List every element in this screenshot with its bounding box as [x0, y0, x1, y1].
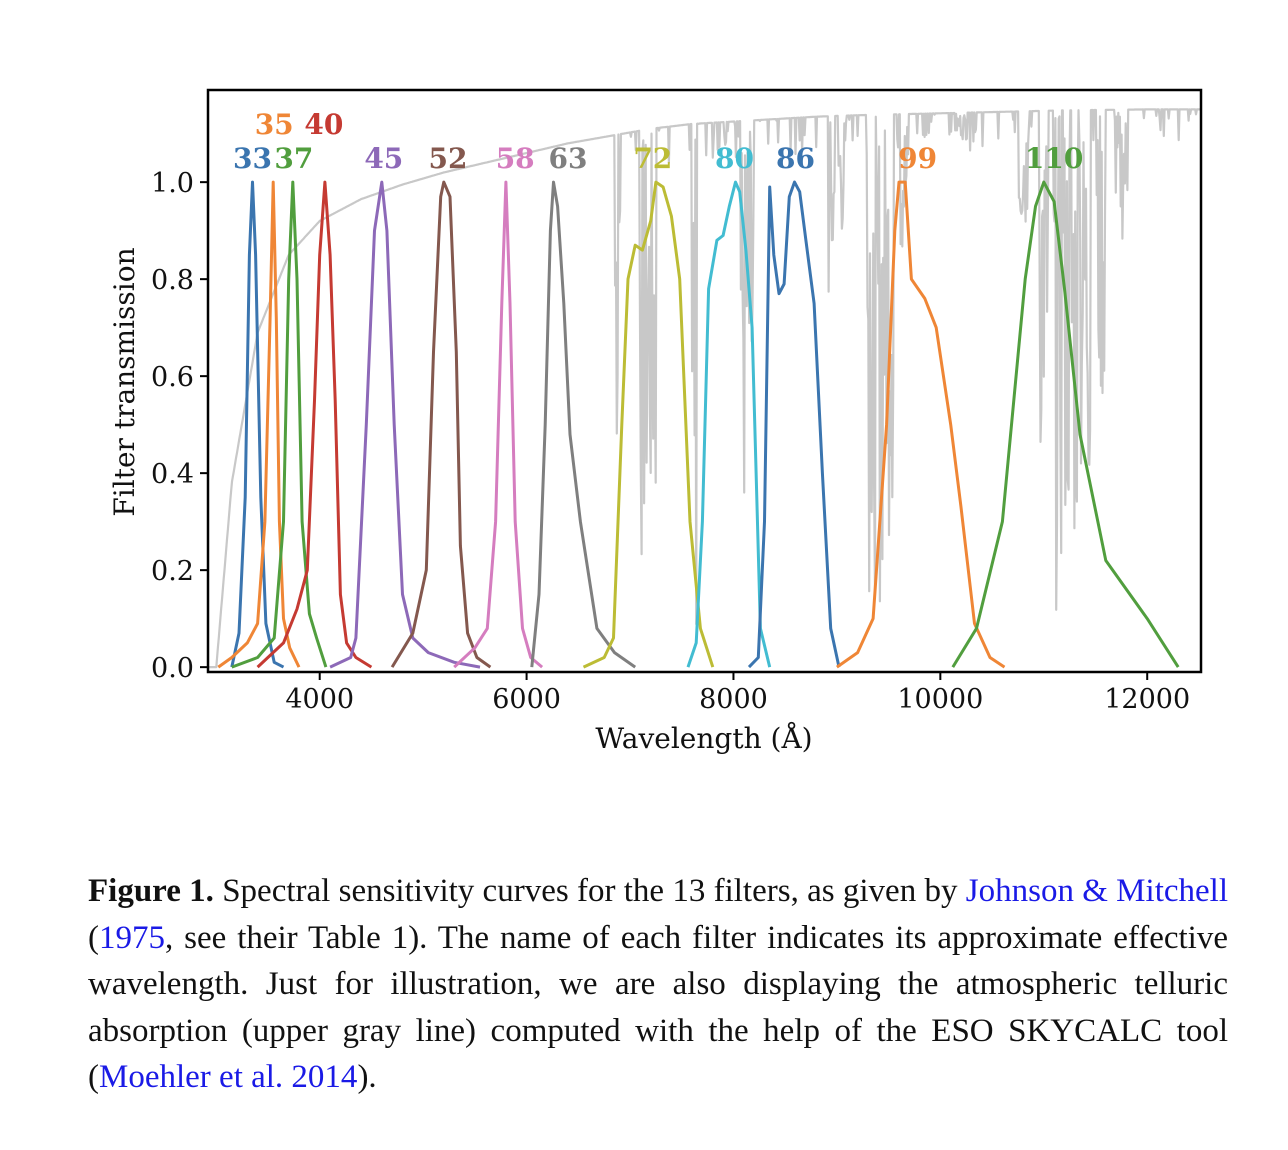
plot-area — [208, 108, 1201, 669]
filter-label-110: 110 — [1025, 142, 1083, 175]
filter-label-35: 35 — [255, 108, 294, 141]
filter-curves-layer — [217, 180, 1180, 669]
filter-label-33: 33 — [233, 142, 272, 175]
x-tick-label-10000: 10000 — [897, 684, 983, 715]
caption-label: Figure 1. — [88, 873, 214, 909]
filter-curve-58 — [453, 180, 544, 669]
filter-curve-99 — [836, 180, 1006, 669]
y-tick-label-4: 0.8 — [151, 265, 194, 296]
y-tick-label-5: 1.0 — [151, 168, 194, 199]
filter-label-63: 63 — [549, 142, 588, 175]
figure-caption: Figure 1. Spectral sensitivity curves fo… — [88, 868, 1228, 1101]
x-tick-label-12000: 12000 — [1104, 684, 1190, 715]
y-tick-label-3: 0.6 — [151, 362, 194, 393]
filter-curve-45 — [329, 180, 481, 669]
telluric-absorption-layer — [208, 108, 1201, 669]
filter-curve-63 — [530, 180, 637, 669]
filter-label-58: 58 — [496, 142, 535, 175]
x-axis-label: Wavelength (Å) — [595, 722, 812, 755]
filter-curve-35 — [217, 180, 301, 669]
filter-label-86: 86 — [776, 142, 815, 175]
filter-curve-37 — [231, 180, 328, 669]
caption-text-2: ( — [88, 919, 99, 956]
y-tick-label-0: 0.0 — [151, 653, 194, 684]
filter-label-52: 52 — [429, 142, 468, 175]
telluric-absorption-line — [208, 108, 1201, 669]
filter-label-72: 72 — [633, 142, 672, 175]
filter-label-80: 80 — [715, 142, 754, 175]
x-tick-label-8000: 8000 — [699, 684, 768, 715]
filter-curve-86 — [747, 180, 841, 669]
y-tick-label-2: 0.4 — [151, 459, 194, 490]
y-axis-ticks: 0.0 0.2 0.4 0.6 0.8 1.0 — [151, 168, 208, 684]
filter-label-40: 40 — [304, 108, 343, 141]
filter-curve-80 — [686, 180, 772, 668]
x-axis-ticks: 4000 6000 8000 10000 12000 — [285, 672, 1190, 715]
filter-curve-72 — [582, 180, 715, 669]
filter-transmission-chart: 4000 6000 8000 10000 12000 0.0 0.2 0.4 0.6 0.8 1.… — [108, 88, 1203, 755]
x-tick-label-4000: 4000 — [285, 684, 354, 715]
y-axis-label: Filter transmission — [108, 247, 141, 516]
filter-label-45: 45 — [364, 142, 403, 175]
caption-text-1: Spectral sensitivity curves for the 13 f… — [213, 873, 966, 909]
filter-curve-40 — [256, 180, 373, 669]
caption-link-moehler[interactable]: Moehler et al. 2014 — [99, 1059, 358, 1095]
caption-link-1975[interactable]: 1975 — [99, 919, 165, 956]
y-tick-label-1: 0.2 — [151, 556, 194, 587]
filter-label-99: 99 — [898, 142, 937, 175]
caption-text-3: , see their Table 1). The name of each f… — [88, 919, 1228, 1096]
filter-label-37: 37 — [274, 142, 313, 175]
caption-text-4: ). — [357, 1059, 377, 1095]
plot-frame — [206, 88, 1203, 674]
x-tick-label-6000: 6000 — [492, 684, 561, 715]
filter-curve-52 — [390, 180, 492, 669]
caption-link-johnson-mitchell[interactable]: Johnson & Mitchell — [965, 873, 1228, 909]
filter-curve-110 — [951, 180, 1180, 668]
